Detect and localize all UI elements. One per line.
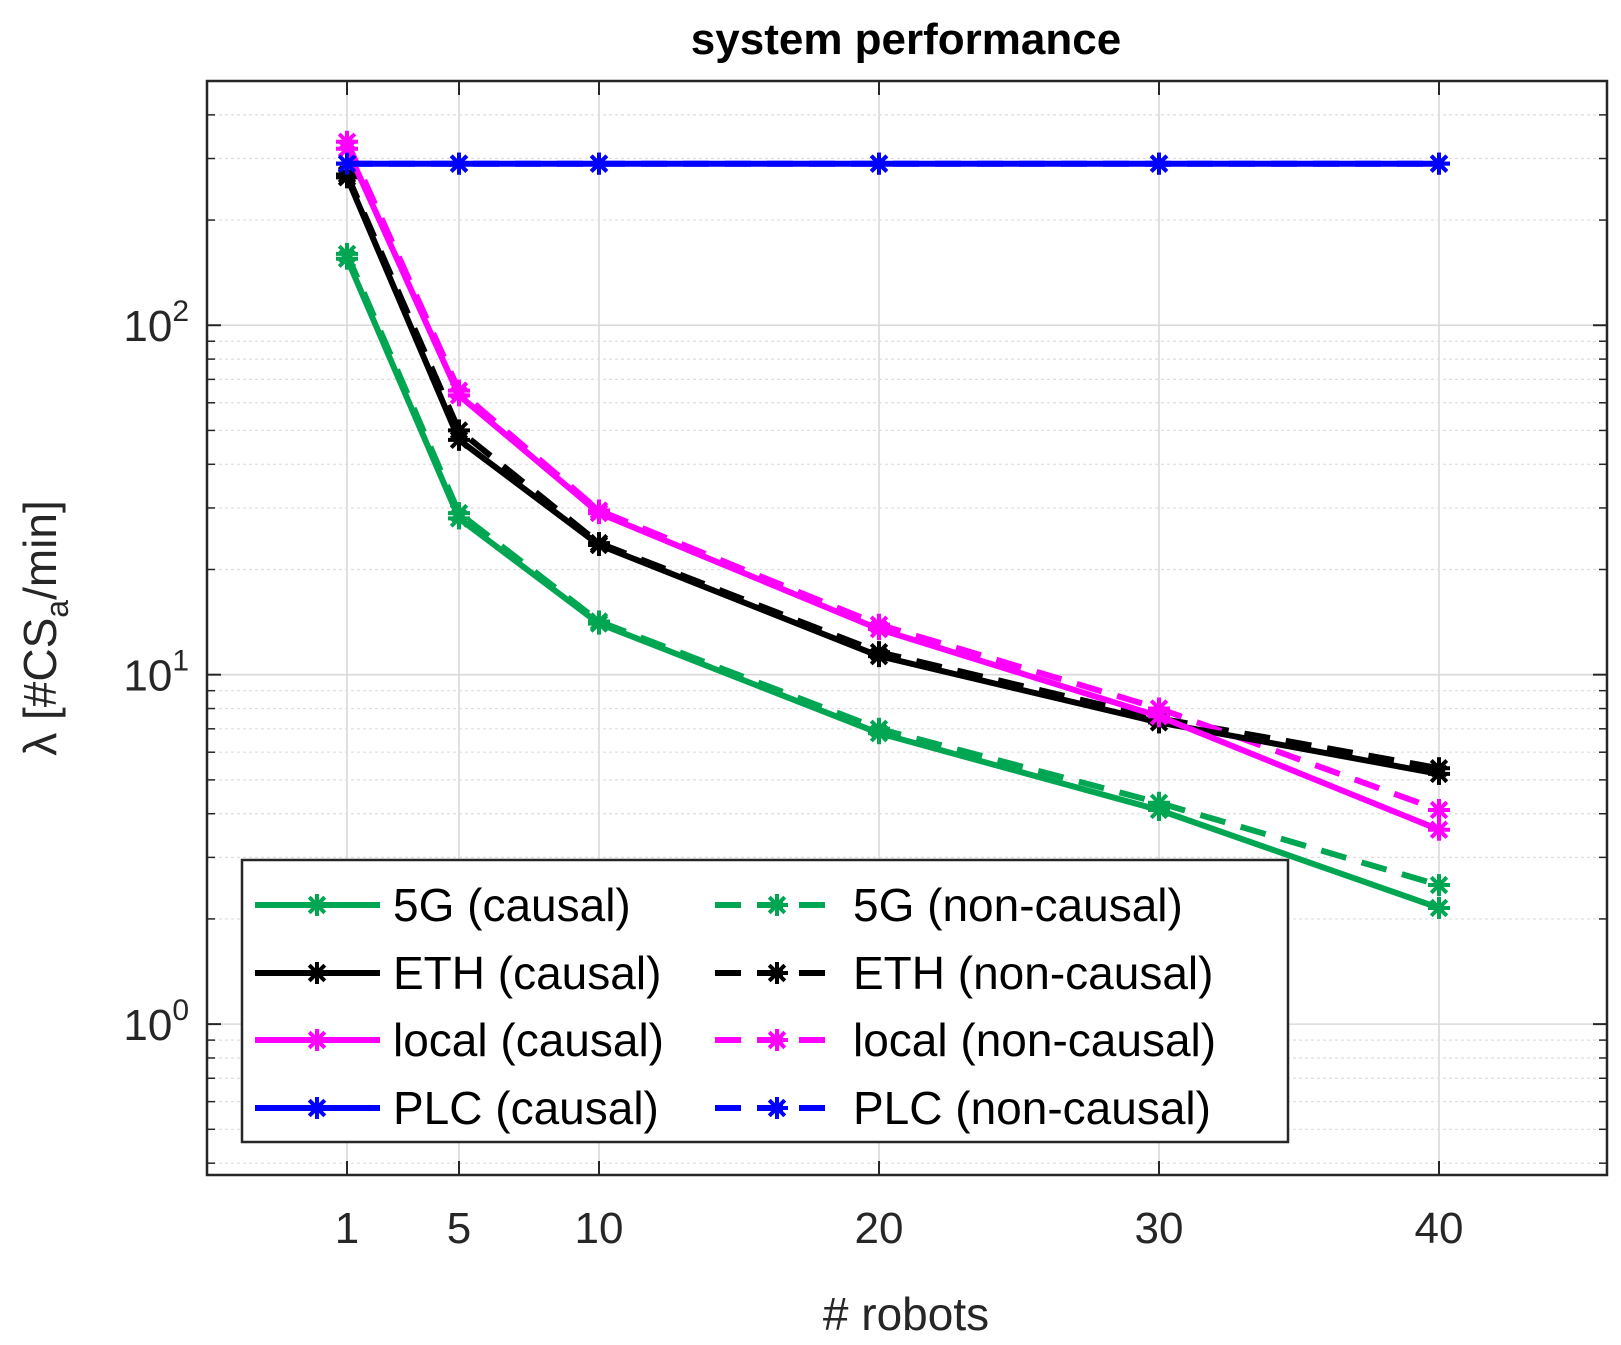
series-marker <box>868 152 890 175</box>
series-marker <box>448 428 470 451</box>
x-tick-label: 5 <box>447 1204 471 1253</box>
series-5g-causal <box>336 247 1450 919</box>
legend-label: local (non-causal) <box>853 1014 1216 1066</box>
series-marker <box>336 247 358 270</box>
series-marker <box>306 962 328 984</box>
series-marker <box>588 534 610 557</box>
legend-item-plc-causal: PLC (causal) <box>255 1082 659 1134</box>
chart-title: system performance <box>691 15 1121 64</box>
series-plc-causal <box>336 152 1450 175</box>
series-marker <box>868 618 890 641</box>
series-marker <box>336 152 358 175</box>
series-local-causal <box>336 137 1450 841</box>
series-marker <box>448 152 470 175</box>
series-marker <box>448 507 470 530</box>
series-marker <box>336 137 358 160</box>
series-marker <box>306 894 328 916</box>
x-tick-label: 10 <box>575 1204 624 1253</box>
x-tick-label: 20 <box>855 1204 904 1253</box>
x-tick-label: 30 <box>1135 1204 1184 1253</box>
x-tick-label: 40 <box>1415 1204 1464 1253</box>
series-layer <box>336 130 1450 919</box>
series-marker <box>306 1097 328 1119</box>
x-axis-label: # robots <box>823 1288 989 1340</box>
series-marker <box>766 1029 788 1051</box>
series-marker <box>766 1097 788 1119</box>
axes-box <box>205 79 1609 1177</box>
legend-item-eth-causal: ETH (causal) <box>255 947 661 999</box>
series-marker <box>868 645 890 668</box>
y-axis-label-prefix: λ [#CS <box>14 618 66 756</box>
y-tick-label: 100 <box>123 994 189 1050</box>
x-tick-label: 1 <box>335 1204 359 1253</box>
series-marker <box>1428 818 1450 841</box>
legend-item-5g-non-causal: 5G (non-causal) <box>715 879 1183 931</box>
series-marker <box>336 166 358 189</box>
legend-item-local-non-causal: local (non-causal) <box>715 1014 1216 1066</box>
legend-label: PLC (non-causal) <box>853 1082 1211 1134</box>
series-line <box>344 176 1440 777</box>
series-marker <box>868 722 890 745</box>
y-tick-label: 102 <box>123 295 189 351</box>
y-tick-labels: 100 101 102 <box>123 295 189 1050</box>
tick-marks <box>207 80 1607 1175</box>
series-marker <box>1428 762 1450 785</box>
legend-item-local-causal: local (causal) <box>255 1014 664 1066</box>
legend-item-eth-non-causal: ETH (non-causal) <box>715 947 1213 999</box>
series-marker <box>1428 874 1450 897</box>
series-marker <box>588 152 610 175</box>
legend-label: PLC (causal) <box>393 1082 659 1134</box>
series-marker <box>1428 896 1450 919</box>
y-axis-label: λ [#CSa/min] <box>14 500 75 756</box>
series-marker <box>1148 798 1170 821</box>
grid-lines <box>207 80 1607 1175</box>
legend-label: ETH (causal) <box>393 947 661 999</box>
legend-item-plc-non-causal: PLC (non-causal) <box>715 1082 1211 1134</box>
series-line <box>344 147 1441 833</box>
legend-label: 5G (non-causal) <box>853 879 1183 931</box>
x-tick-labels: 1 5 10 20 30 40 <box>335 1204 1464 1253</box>
legend-label: local (causal) <box>393 1014 664 1066</box>
series-marker <box>588 502 610 525</box>
legend-item-5g-causal: 5G (causal) <box>255 879 631 931</box>
y-axis-label-suffix: /min] <box>14 500 66 600</box>
series-marker <box>1428 798 1450 821</box>
series-line <box>344 257 1440 911</box>
series-marker <box>448 384 470 407</box>
series-marker <box>1428 152 1450 175</box>
legend: 5G (causal) 5G (non-causal) ETH (causal) ET… <box>240 858 1290 1144</box>
y-axis-label-subscript: a <box>39 600 75 618</box>
series-marker <box>1148 705 1170 728</box>
legend-label: ETH (non-causal) <box>853 947 1213 999</box>
series-marker <box>766 894 788 916</box>
series-marker <box>1148 152 1170 175</box>
series-marker <box>306 1029 328 1051</box>
legend-label: 5G (causal) <box>393 879 631 931</box>
y-tick-label: 101 <box>123 645 189 701</box>
series-marker <box>588 612 610 635</box>
series-marker <box>766 962 788 984</box>
